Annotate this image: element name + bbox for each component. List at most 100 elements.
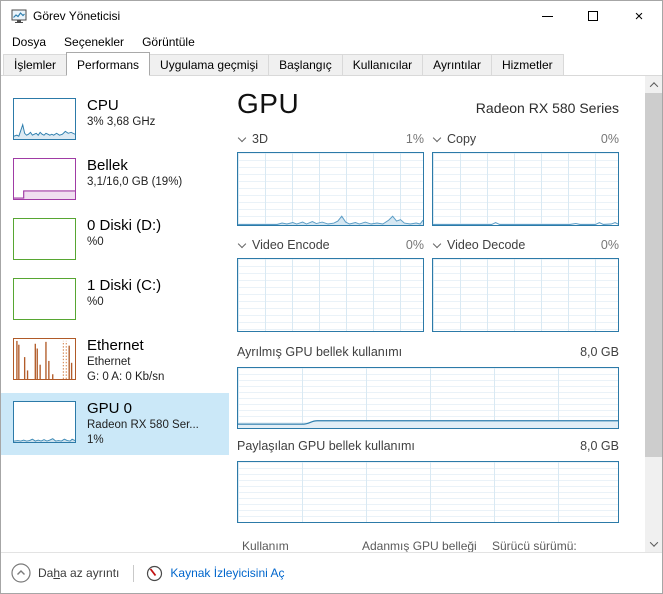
menu-dosya[interactable]: Dosya (12, 34, 47, 49)
tab-bar: İşlemler Performans Uygulama geçmişi Baş… (1, 52, 662, 76)
scroll-up-button[interactable] (645, 76, 662, 93)
memory-text: Bellek 3,1/16,0 GB (19%) (87, 156, 182, 210)
statusbar-divider (133, 564, 135, 582)
memory-mini-graph (13, 158, 76, 200)
chart-copy-header: Copy 0% (432, 130, 619, 148)
gpu-engine-row-1: 3D 1% Copy 0% (237, 130, 619, 226)
cpu-title: CPU (87, 97, 119, 114)
tab-kullanicilar[interactable]: Kullanıcılar (341, 54, 424, 75)
resource-monitor-label: Kaynak İzleyicisini Aç (170, 566, 285, 580)
chart-3d-label: 3D (252, 132, 268, 146)
chart-copy-value: 0% (600, 132, 619, 146)
shared-memory-graph (237, 461, 619, 523)
disk0-mini-graph (13, 218, 76, 260)
ethernet-title: Ethernet (87, 337, 144, 354)
cpu-value: 3% 3,68 GHz (87, 116, 156, 128)
resource-monitor-icon (147, 565, 163, 581)
sidebar-item-ethernet[interactable]: Ethernet Ethernet G: 0 A: 0 Kb/sn (1, 330, 229, 393)
chart-copy-label: Copy (447, 132, 477, 146)
gpu-adapter: Radeon RX 580 Ser... (87, 419, 199, 431)
ethernet-mini-graph (13, 338, 76, 380)
resource-monitor-link[interactable]: Kaynak İzleyicisini Aç (146, 565, 284, 582)
chart-video-decode-header: Video Decode 0% (432, 236, 619, 254)
maximize-icon (588, 11, 598, 21)
disk1-text: 1 Diski (C:) %0 (87, 276, 161, 330)
gpu-detail-panel: GPU Radeon RX 580 Series 3D 1% (229, 76, 645, 552)
tab-hizmetler[interactable]: Hizmetler (490, 54, 564, 75)
menu-goruntule[interactable]: Görüntüle (142, 34, 195, 49)
sidebar-item-cpu[interactable]: CPU 3% 3,68 GHz (1, 90, 229, 150)
gpu-mini-graph (13, 401, 76, 443)
scrollbar-track[interactable] (645, 93, 662, 535)
chart-video-decode-value: 0% (600, 238, 619, 252)
gpu-header: GPU Radeon RX 580 Series (237, 88, 619, 120)
gpu-title: GPU 0 (87, 400, 133, 417)
shared-memory-label: Paylaşılan GPU bellek kullanımı (237, 439, 415, 453)
chevron-down-icon[interactable] (432, 133, 442, 142)
chevron-down-icon[interactable] (237, 239, 247, 248)
chart-video-decode-graph (432, 258, 619, 332)
title-bar: Görev Yöneticisi × (1, 1, 662, 31)
close-button[interactable]: × (616, 1, 662, 31)
maximize-button[interactable] (570, 1, 616, 31)
tab-performans[interactable]: Performans (66, 52, 151, 76)
chart-3d-graph (237, 152, 424, 226)
dedicated-gpu-memory-label: Adanmış GPU belleği (362, 539, 477, 552)
app-icon (11, 9, 27, 23)
ethernet-adapter: Ethernet (87, 356, 131, 368)
chart-3d-value: 1% (405, 132, 424, 146)
chart-video-decode-label: Video Decode (447, 238, 526, 252)
gpu-value: 1% (87, 434, 104, 446)
scroll-down-icon (649, 537, 658, 547)
scroll-down-button[interactable] (645, 535, 662, 552)
minimize-icon (541, 15, 553, 17)
gpu-adapter-name: Radeon RX 580 Series (475, 100, 619, 116)
less-detail-label: Daha az ayrıntı (38, 566, 120, 580)
disk0-text: 0 Diski (D:) %0 (87, 216, 161, 270)
gpu-engine-row-2: Video Encode 0% Video Decode 0% (237, 236, 619, 332)
dedicated-memory-header: Ayrılmış GPU bellek kullanımı 8,0 GB (237, 345, 619, 363)
less-detail-button[interactable]: Daha az ayrıntı (11, 563, 119, 583)
performance-content: CPU 3% 3,68 GHz Bellek 3,1/16,0 GB (19%) (1, 76, 662, 552)
chart-video-decode-block: Video Decode 0% (432, 236, 619, 332)
disk1-title: 1 Diski (C:) (87, 277, 162, 294)
dedicated-memory-max: 8,0 GB (580, 345, 619, 359)
scroll-up-icon (649, 81, 658, 91)
scrollbar-thumb[interactable] (645, 93, 662, 457)
disk0-value: %0 (87, 236, 104, 248)
sidebar-item-memory[interactable]: Bellek 3,1/16,0 GB (19%) (1, 150, 229, 210)
chart-3d-block: 3D 1% (237, 130, 424, 226)
disk0-title: 0 Diski (D:) (87, 217, 162, 234)
chevron-down-icon[interactable] (432, 239, 442, 248)
shared-memory-block: Paylaşılan GPU bellek kullanımı 8,0 GB (237, 439, 619, 523)
usage-label: Kullanım (242, 539, 289, 552)
sidebar-item-disk1[interactable]: 1 Diski (C:) %0 (1, 270, 229, 330)
minimize-button[interactable] (524, 1, 570, 31)
dedicated-memory-label: Ayrılmış GPU bellek kullanımı (237, 345, 403, 359)
chart-copy-block: Copy 0% (432, 130, 619, 226)
vertical-scrollbar[interactable] (645, 76, 662, 552)
cpu-text: CPU 3% 3,68 GHz (87, 96, 155, 150)
gpu-text: GPU 0 Radeon RX 580 Ser... 1% (87, 399, 199, 455)
dedicated-memory-graph (237, 367, 619, 429)
chart-3d-header: 3D 1% (237, 130, 424, 148)
cpu-mini-graph (13, 98, 76, 140)
window-title: Görev Yöneticisi (33, 9, 121, 23)
close-icon: × (634, 7, 644, 25)
ethernet-text: Ethernet Ethernet G: 0 A: 0 Kb/sn (87, 336, 164, 393)
memory-value: 3,1/16,0 GB (19%) (87, 176, 183, 188)
chart-video-encode-value: 0% (405, 238, 424, 252)
circled-chevron-up-icon (11, 563, 31, 583)
sidebar-item-gpu0[interactable]: GPU 0 Radeon RX 580 Ser... 1% (1, 393, 229, 455)
performance-sidebar: CPU 3% 3,68 GHz Bellek 3,1/16,0 GB (19%) (1, 76, 229, 552)
tab-islemler[interactable]: İşlemler (3, 54, 68, 75)
chart-video-encode-block: Video Encode 0% (237, 236, 424, 332)
gpu-panel-title: GPU (237, 88, 300, 119)
status-bar: Daha az ayrıntı Kaynak İzleyicisini Aç (1, 552, 662, 593)
sidebar-item-disk0[interactable]: 0 Diski (D:) %0 (1, 210, 229, 270)
tab-uygulama-gecmisi[interactable]: Uygulama geçmişi (149, 54, 270, 75)
menu-secenekler[interactable]: Seçenekler (64, 34, 125, 49)
tab-baslangic[interactable]: Başlangıç (268, 54, 343, 75)
chevron-down-icon[interactable] (237, 133, 247, 142)
tab-ayrintilar[interactable]: Ayrıntılar (422, 54, 492, 75)
